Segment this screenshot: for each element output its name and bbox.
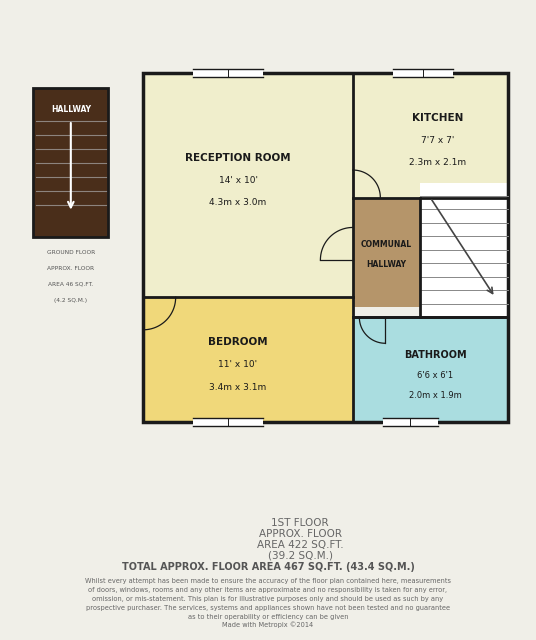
Text: prospective purchaser. The services, systems and appliances shown have not been : prospective purchaser. The services, sys… [86, 605, 450, 611]
Text: TOTAL APPROX. FLOOR AREA 467 SQ.FT. (43.4 SQ.M.): TOTAL APPROX. FLOOR AREA 467 SQ.FT. (43.… [122, 561, 414, 572]
Text: HALLWAY: HALLWAY [367, 260, 407, 269]
Text: BATHROOM: BATHROOM [404, 349, 466, 360]
Bar [420, 182, 508, 317]
Bar [353, 317, 508, 422]
Text: 2.3m x 2.1m: 2.3m x 2.1m [409, 158, 466, 167]
Bar [393, 68, 453, 77]
Bar [143, 73, 353, 298]
Text: KITCHEN: KITCHEN [412, 113, 464, 123]
Text: 3.4m x 3.1m: 3.4m x 3.1m [210, 383, 267, 392]
Text: (39.2 SQ.M.): (39.2 SQ.M.) [267, 550, 333, 561]
Text: 7'7 x 7': 7'7 x 7' [421, 136, 455, 145]
Text: 14' x 10': 14' x 10' [219, 175, 257, 184]
Text: 2.0m x 1.9m: 2.0m x 1.9m [409, 391, 461, 400]
Text: as to their operability or efficiency can be given: as to their operability or efficiency ca… [188, 614, 348, 620]
Bar [193, 68, 263, 77]
Text: GROUND FLOOR: GROUND FLOOR [47, 250, 95, 255]
Text: AREA 422 SQ.FT.: AREA 422 SQ.FT. [257, 540, 344, 550]
Bar [193, 418, 263, 426]
Text: Made with Metropix ©2014: Made with Metropix ©2014 [222, 622, 314, 628]
Text: HALLWAY: HALLWAY [51, 105, 91, 114]
Text: (4.2 SQ.M.): (4.2 SQ.M.) [54, 298, 87, 303]
Text: AREA 46 SQ.FT.: AREA 46 SQ.FT. [48, 282, 93, 287]
Text: APPROX. FLOOR: APPROX. FLOOR [259, 529, 341, 539]
Text: 4.3m x 3.0m: 4.3m x 3.0m [210, 198, 267, 207]
Bar [353, 73, 508, 198]
Text: 6'6 x 6'1: 6'6 x 6'1 [417, 371, 453, 380]
Text: COMMUNAL: COMMUNAL [361, 241, 412, 250]
Text: omission, or mis-statement. This plan is for illustrative purposes only and shou: omission, or mis-statement. This plan is… [92, 596, 444, 602]
Text: 11' x 10': 11' x 10' [219, 360, 258, 369]
Bar [383, 418, 438, 426]
Text: APPROX. FLOOR: APPROX. FLOOR [47, 266, 94, 271]
Text: 1ST FLOOR: 1ST FLOOR [271, 518, 329, 528]
Text: RECEPTION ROOM: RECEPTION ROOM [185, 152, 291, 163]
Text: BEDROOM: BEDROOM [208, 337, 268, 348]
Bar [353, 198, 420, 307]
Text: of doors, windows, rooms and any other items are approximate and no responsibili: of doors, windows, rooms and any other i… [88, 587, 448, 593]
Bar [143, 298, 353, 422]
Bar [33, 88, 108, 237]
Text: Whilst every attempt has been made to ensure the accuracy of the floor plan cont: Whilst every attempt has been made to en… [85, 578, 451, 584]
